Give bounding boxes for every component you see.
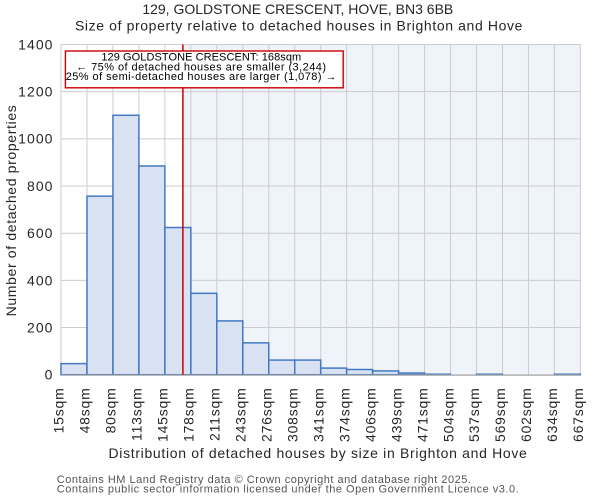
svg-text:15sqm: 15sqm [51,387,67,433]
svg-text:178sqm: 178sqm [181,387,197,442]
svg-text:471sqm: 471sqm [414,387,430,442]
svg-text:Contains public sector informa: Contains public sector information licen… [57,484,519,496]
svg-text:211sqm: 211sqm [207,387,223,441]
svg-text:800: 800 [27,178,54,194]
svg-text:145sqm: 145sqm [155,387,171,442]
svg-text:113sqm: 113sqm [129,387,145,441]
svg-text:341sqm: 341sqm [310,387,326,442]
svg-text:537sqm: 537sqm [466,387,482,442]
svg-text:200: 200 [27,319,54,335]
svg-text:667sqm: 667sqm [570,387,586,442]
svg-text:Size of property relative to d: Size of property relative to detached ho… [75,17,523,33]
svg-text:276sqm: 276sqm [258,387,274,442]
svg-text:1200: 1200 [18,84,53,100]
svg-text:243sqm: 243sqm [232,387,248,442]
svg-text:634sqm: 634sqm [544,387,560,442]
svg-text:Distribution of detached house: Distribution of detached houses by size … [108,445,527,461]
svg-text:374sqm: 374sqm [336,387,352,442]
svg-text:569sqm: 569sqm [492,387,508,442]
svg-text:0: 0 [45,367,54,383]
svg-text:129 GOLDSTONE CRESCENT: 168sqm: 129 GOLDSTONE CRESCENT: 168sqm [101,52,301,64]
svg-text:406sqm: 406sqm [362,387,378,442]
svg-text:504sqm: 504sqm [440,387,456,442]
svg-text:602sqm: 602sqm [518,387,534,442]
svg-text:48sqm: 48sqm [77,387,93,433]
svg-text:600: 600 [27,225,54,241]
svg-text:1000: 1000 [18,131,53,147]
svg-text:1400: 1400 [18,36,53,52]
svg-text:129, GOLDSTONE CRESCENT, HOVE,: 129, GOLDSTONE CRESCENT, HOVE, BN3 6BB [142,1,453,17]
svg-text:← 75% of detached houses are s: ← 75% of detached houses are smaller (3,… [76,61,326,73]
svg-text:Contains HM Land Registry data: Contains HM Land Registry data © Crown c… [57,474,472,486]
svg-text:308sqm: 308sqm [284,387,300,442]
svg-text:Number of detached properties: Number of detached properties [3,105,19,317]
svg-text:25% of semi-detached houses ar: 25% of semi-detached houses are larger (… [66,71,337,83]
svg-text:80sqm: 80sqm [103,387,119,433]
svg-text:400: 400 [27,272,54,288]
svg-text:439sqm: 439sqm [388,387,404,442]
